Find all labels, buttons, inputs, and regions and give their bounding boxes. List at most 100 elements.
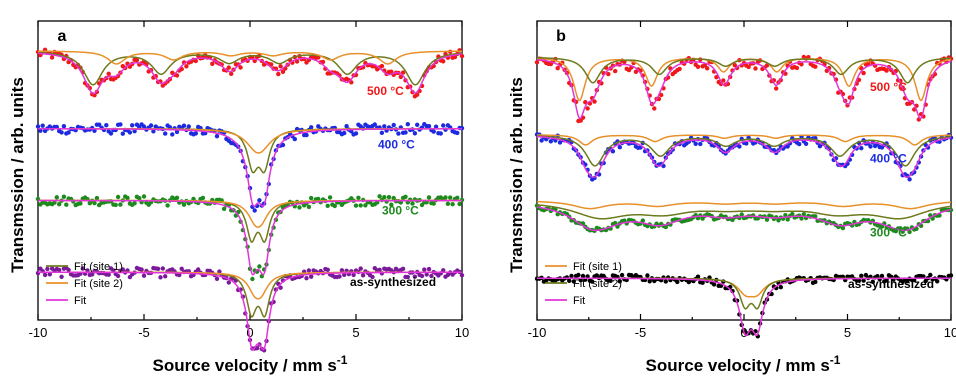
data-point: [358, 266, 363, 271]
data-point: [356, 195, 361, 200]
data-point: [431, 129, 436, 134]
data-point: [137, 196, 142, 201]
data-point: [803, 141, 809, 146]
legend-entry: Fit (site 1): [74, 261, 123, 273]
data-point: [179, 266, 184, 271]
data-point: [57, 267, 62, 273]
data-point: [66, 267, 71, 273]
data-point: [35, 124, 41, 129]
x-tick-label: -10: [528, 325, 547, 340]
data-point: [412, 274, 418, 279]
data-point: [441, 268, 446, 273]
spectrum-2: 300 °C: [534, 200, 954, 239]
fit-site-2-curve: [536, 135, 951, 167]
data-point: [360, 273, 366, 278]
data-point: [78, 201, 83, 206]
data-point: [884, 68, 889, 73]
data-point: [134, 57, 140, 63]
data-point: [174, 73, 180, 78]
data-point: [382, 124, 387, 129]
data-point: [141, 273, 147, 278]
data-point: [859, 146, 864, 151]
data-point: [139, 267, 144, 272]
data-point: [739, 212, 744, 217]
spectrum-label: 400 °C: [378, 138, 415, 152]
fit-total-curve: [536, 206, 952, 232]
fit-total-curve: [38, 199, 462, 276]
data-point: [59, 274, 64, 279]
spectrum-label: 400 °C: [870, 152, 907, 166]
data-point: [619, 272, 625, 278]
data-point: [441, 59, 446, 64]
data-point: [856, 77, 862, 83]
data-point: [115, 194, 121, 200]
data-point: [422, 267, 427, 272]
data-point: [778, 285, 783, 290]
data-point: [677, 66, 682, 72]
data-point: [450, 202, 455, 207]
data-point: [452, 54, 458, 60]
data-point: [424, 272, 429, 277]
x-tick-label: 0: [246, 325, 253, 340]
data-point: [415, 122, 420, 128]
data-point: [106, 272, 111, 277]
spectrum-1: 400 °C: [35, 122, 465, 213]
data-point: [861, 278, 866, 283]
data-point: [54, 195, 59, 200]
fit-total-curve: [37, 52, 463, 95]
data-point: [80, 266, 86, 271]
data-point: [389, 202, 394, 207]
data-point: [640, 218, 645, 223]
data-point: [396, 131, 401, 136]
fit-total-curve: [38, 271, 462, 351]
data-point: [398, 74, 403, 80]
data-point: [652, 106, 657, 111]
data-point: [433, 124, 439, 129]
data-point: [764, 217, 770, 222]
data-point: [744, 141, 749, 146]
data-point: [412, 131, 418, 136]
data-point: [141, 124, 147, 129]
data-point: [617, 279, 622, 284]
data-point: [177, 272, 182, 278]
x-tick-label: 5: [844, 325, 851, 340]
x-tick-label: 10: [455, 325, 469, 340]
data-point: [217, 269, 222, 274]
data-point: [304, 132, 309, 138]
data-point: [49, 55, 55, 60]
x-axis-label-a: Source velocity / mm s-1: [153, 353, 348, 375]
data-point: [606, 71, 611, 77]
data-point: [856, 278, 862, 283]
data-point: [794, 65, 800, 71]
data-point: [132, 201, 137, 206]
data-point: [698, 141, 703, 147]
data-point: [181, 202, 187, 207]
data-point: [141, 194, 147, 199]
data-point: [193, 58, 198, 64]
data-point: [163, 274, 168, 279]
data-point: [306, 204, 312, 210]
fit-site-2-curve: [536, 204, 952, 220]
data-point: [377, 267, 382, 272]
data-point: [309, 274, 314, 279]
data-point: [210, 61, 215, 66]
data-point: [580, 273, 586, 279]
panel-letter: a: [58, 28, 67, 45]
data-point: [663, 224, 668, 230]
x-tick-label: -5: [635, 325, 647, 340]
data-point: [907, 177, 912, 182]
data-point: [379, 63, 385, 69]
data-point: [426, 195, 432, 200]
data-point: [695, 274, 701, 279]
data-point: [663, 279, 668, 284]
data-point: [325, 267, 330, 272]
data-point: [61, 194, 67, 199]
legend-entry: Fit: [573, 295, 585, 307]
data-point: [645, 273, 650, 278]
data-point: [104, 123, 109, 128]
data-point: [186, 124, 191, 129]
data-point: [113, 202, 118, 208]
data-point: [948, 273, 954, 278]
data-point: [429, 273, 434, 279]
data-point: [400, 70, 406, 75]
